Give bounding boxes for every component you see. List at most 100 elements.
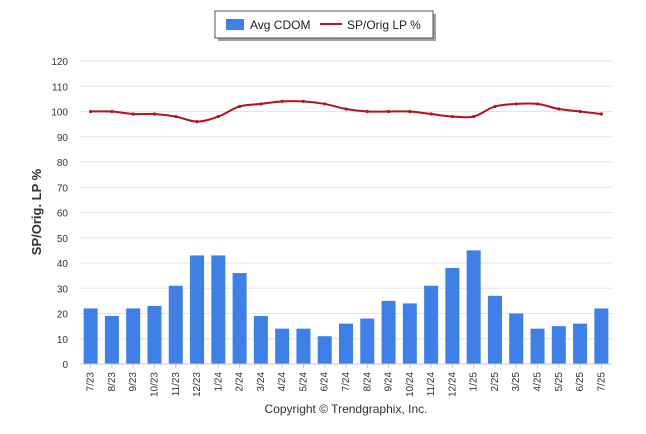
bars <box>83 250 609 364</box>
line-point <box>535 102 540 106</box>
legend: Avg CDOM SP/Orig LP % <box>214 10 436 41</box>
bar <box>275 328 290 364</box>
bar <box>360 318 375 364</box>
x-tick-label: 9/24 <box>384 372 395 392</box>
y-axis-ticks: 0 10 20 30 40 50 60 70 80 90 100 110 120 <box>51 57 68 371</box>
bar <box>147 305 162 364</box>
line-point <box>493 104 497 109</box>
x-axis-ticks: 7/23 8/23 9/23 10/23 11/23 12/23 1/24 2/24 3/24 4… <box>86 364 607 397</box>
bar <box>168 285 183 364</box>
line-point <box>429 112 433 116</box>
bar <box>402 303 417 364</box>
line-point <box>301 99 306 103</box>
x-tick-label: 3/24 <box>256 372 267 392</box>
line-point <box>238 104 242 109</box>
legend-label-avg-cdom: Avg CDOM <box>250 18 310 32</box>
y-tick-label: 60 <box>57 209 69 220</box>
bar <box>126 308 141 364</box>
x-tick-label: 7/24 <box>341 372 352 392</box>
x-tick-label: 6/24 <box>320 372 331 392</box>
line-point <box>323 102 327 106</box>
bar <box>573 323 588 364</box>
bar <box>594 308 609 364</box>
line-point <box>216 114 220 119</box>
x-tick-label: 10/24 <box>405 372 416 397</box>
bar <box>296 328 311 364</box>
bar <box>190 255 205 364</box>
x-tick-label: 4/24 <box>277 372 288 392</box>
y-tick-label: 40 <box>57 259 69 270</box>
bar <box>232 273 247 364</box>
bar <box>211 255 226 364</box>
line-point <box>450 114 454 119</box>
line-point <box>174 114 178 119</box>
x-tick-label: 7/23 <box>86 372 97 392</box>
line-series <box>89 99 603 124</box>
x-tick-label: 3/25 <box>511 372 522 392</box>
bar <box>445 268 460 364</box>
y-tick-label: 120 <box>51 57 68 68</box>
bar <box>530 328 545 364</box>
y-tick-label: 30 <box>57 284 69 295</box>
y-tick-label: 90 <box>57 133 69 144</box>
bar <box>253 316 268 364</box>
line-point <box>578 109 582 114</box>
line-point <box>344 107 348 111</box>
x-tick-label: 1/25 <box>469 372 480 392</box>
line-point <box>110 109 114 114</box>
x-tick-label: 11/24 <box>426 372 437 397</box>
x-tick-label: 2/24 <box>235 372 246 392</box>
x-tick-label: 12/24 <box>447 372 458 397</box>
x-tick-label: 10/23 <box>149 372 160 397</box>
line-point <box>408 109 412 114</box>
bar <box>339 323 353 364</box>
x-tick-label: 1/24 <box>213 372 224 392</box>
legend-swatch-avg-cdom <box>226 19 244 30</box>
bar <box>466 250 481 364</box>
bar <box>317 336 332 364</box>
line-point <box>365 109 369 114</box>
y-axis-title: SP/Orig. LP % <box>29 168 44 255</box>
line-point <box>280 99 284 103</box>
line-point <box>259 102 263 106</box>
x-tick-label: 12/23 <box>192 372 203 397</box>
bar <box>104 316 119 364</box>
copyright-text: Copyright © Trendgraphix, Inc. <box>265 402 428 416</box>
y-tick-label: 100 <box>51 108 68 119</box>
bar <box>551 326 566 364</box>
y-tick-label: 0 <box>62 360 68 371</box>
line-point <box>557 107 561 111</box>
bar <box>424 285 439 364</box>
x-tick-label: 8/24 <box>362 372 373 392</box>
line-point <box>514 102 518 106</box>
bar <box>83 308 98 364</box>
y-tick-label: 70 <box>57 183 69 194</box>
y-tick-label: 20 <box>57 310 69 321</box>
line-point <box>386 109 391 114</box>
line-point <box>195 120 199 124</box>
line-point <box>472 114 476 119</box>
x-tick-label: 8/23 <box>107 372 118 392</box>
x-tick-label: 2/25 <box>490 372 501 392</box>
x-tick-label: 4/25 <box>533 372 544 392</box>
line-point <box>152 112 157 116</box>
bar <box>381 300 396 364</box>
y-tick-label: 80 <box>57 158 69 169</box>
x-tick-label: 9/23 <box>128 372 139 392</box>
bar <box>487 295 502 364</box>
y-tick-label: 110 <box>52 82 68 93</box>
x-tick-label: 5/24 <box>298 372 309 392</box>
gridlines <box>80 60 612 365</box>
x-tick-label: 5/25 <box>554 372 565 392</box>
y-tick-label: 10 <box>57 335 69 346</box>
line-point <box>599 112 603 116</box>
x-tick-label: 7/25 <box>596 372 607 392</box>
line-point <box>131 112 135 116</box>
bar <box>509 313 524 364</box>
x-tick-label: 11/23 <box>171 372 182 397</box>
line-point <box>89 109 93 114</box>
x-tick-label: 6/25 <box>575 372 586 392</box>
legend-label-sp-orig-lp: SP/Orig LP % <box>347 18 421 32</box>
y-tick-label: 50 <box>57 234 69 245</box>
